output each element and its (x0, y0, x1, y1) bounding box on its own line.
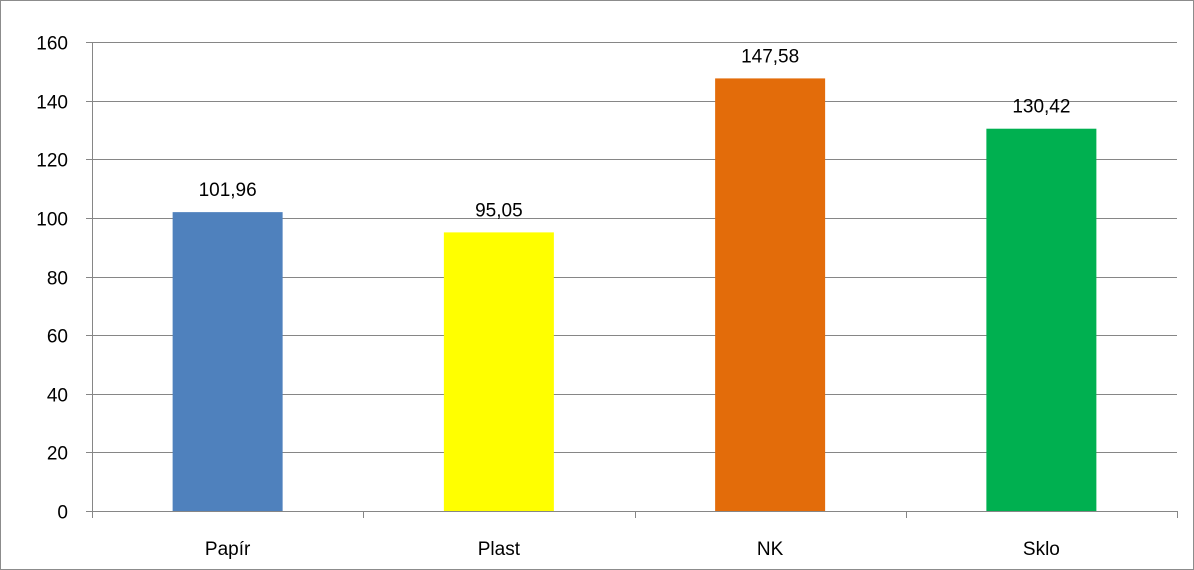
y-tick-label-120: 120 (36, 151, 68, 172)
y-tick-label-160: 160 (36, 34, 68, 55)
y-tick-label-60: 60 (47, 327, 68, 348)
bar-papír (172, 212, 283, 511)
y-tick-label-100: 100 (36, 210, 68, 231)
y-tick-label-40: 40 (47, 386, 68, 407)
data-label-papír: 101,96 (199, 180, 257, 201)
data-label-plast: 95,05 (475, 200, 523, 221)
y-tick-label-140: 140 (36, 93, 68, 114)
data-label-nk: 147,58 (741, 46, 799, 67)
x-tick-label-plast: Plast (478, 539, 521, 560)
y-tick-label-0: 0 (57, 503, 68, 524)
x-tick-label-sklo: Sklo (1023, 539, 1060, 560)
labels: 0 20 40 60 80 100 120 140 160 101,96 Papír 95,05 Pla… (36, 34, 1070, 561)
bar-plast (443, 232, 554, 511)
bars (172, 78, 1097, 512)
bar-sklo (986, 128, 1097, 512)
x-tick-label-nk: NK (757, 539, 784, 560)
x-tick-label-papír: Papír (205, 539, 251, 560)
y-tick-label-80: 80 (47, 269, 68, 290)
axes (86, 42, 1178, 518)
y-tick-label-20: 20 (47, 444, 68, 465)
bar-nk (715, 78, 826, 511)
data-label-sklo: 130,42 (1012, 97, 1070, 118)
